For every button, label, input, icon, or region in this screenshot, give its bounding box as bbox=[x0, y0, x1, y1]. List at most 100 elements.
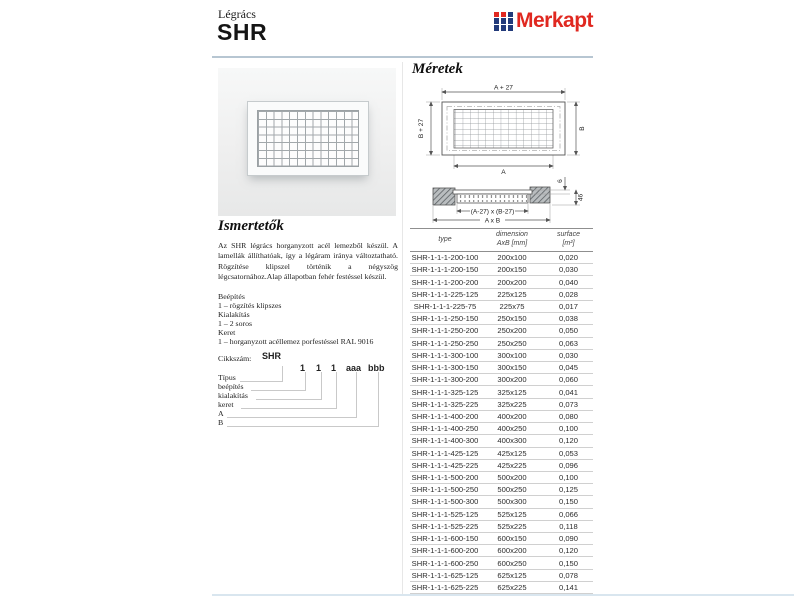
dimension-cell: 625x125 bbox=[497, 570, 527, 580]
dimension-cell: 500x300 bbox=[497, 497, 527, 507]
table-row: SHR-1-1-1-300-150 300x150 0,045 bbox=[410, 362, 593, 375]
type-cell: SHR-1-1-1-500-250 bbox=[411, 485, 479, 495]
dimension-cell: 625x225 bbox=[497, 583, 527, 593]
dimension-cell: 525x125 bbox=[497, 509, 527, 519]
front-view-diagram: A + 27 A B + 27 B bbox=[418, 85, 586, 176]
spec-line: 1 – rögzítés klipszes bbox=[218, 301, 282, 310]
dim-label-flange: 6 bbox=[557, 179, 564, 183]
type-cell: SHR-1-1-1-225-125 bbox=[411, 289, 479, 299]
dimension-cell: 525x225 bbox=[497, 521, 527, 531]
spec-line: Keret bbox=[218, 328, 236, 337]
dim-label-depth: 46 bbox=[578, 194, 585, 202]
legend-connector bbox=[227, 372, 357, 418]
table-row: SHR-1-1-1-325-125 325x125 0,041 bbox=[410, 386, 593, 399]
surface-cell: 0,080 bbox=[558, 411, 578, 421]
table-row: SHR-1-1-1-300-100 300x100 0,030 bbox=[410, 350, 593, 362]
type-cell: SHR-1-1-1-525-225 bbox=[411, 521, 479, 531]
grille-lamellae bbox=[257, 110, 359, 167]
product-title: SHR bbox=[217, 19, 268, 45]
table-row: SHR-1-1-1-425-125 425x125 0,053 bbox=[410, 448, 593, 460]
surface-cell: 0,028 bbox=[558, 289, 578, 299]
dimension-cell: 400x250 bbox=[497, 424, 527, 434]
type-cell: SHR-1-1-1-325-225 bbox=[411, 399, 479, 409]
table-row: SHR-1-1-1-200-150 200x150 0,030 bbox=[410, 264, 593, 277]
table-row: SHR-1-1-1-500-300 500x300 0,150 bbox=[410, 496, 593, 509]
dim-label-a27: A + 27 bbox=[494, 85, 513, 92]
header-dimension: dimension AxB [mm] bbox=[496, 231, 528, 247]
dimension-cell: 600x250 bbox=[497, 558, 527, 568]
legend-item: beépítés bbox=[218, 382, 244, 391]
table-row: SHR-1-1-1-600-250 600x250 0,150 bbox=[410, 557, 593, 570]
dimension-cell: 325x225 bbox=[497, 399, 527, 409]
legend-connector bbox=[241, 372, 337, 409]
table-row: SHR-1-1-1-400-200 400x200 0,080 bbox=[410, 411, 593, 424]
surface-cell: 0,053 bbox=[558, 448, 578, 458]
type-cell: SHR-1-1-1-250-150 bbox=[411, 314, 479, 324]
dimension-cell: 600x150 bbox=[497, 534, 527, 544]
legend-connector bbox=[240, 366, 283, 382]
order-code-prefix: SHR bbox=[262, 351, 282, 361]
type-cell: SHR-1-1-1-525-125 bbox=[411, 509, 479, 519]
surface-cell: 0,120 bbox=[558, 546, 578, 556]
order-code-label: Cikkszám: bbox=[218, 354, 252, 363]
section-view-diagram: 6 46 (A-27) x (B-27) A x B bbox=[432, 177, 585, 225]
dimension-cell: 400x200 bbox=[497, 411, 527, 421]
brand-logo: Merkapt bbox=[494, 9, 594, 33]
table-row: SHR-1-1-1-425-225 425x225 0,096 bbox=[410, 460, 593, 472]
surface-cell: 0,060 bbox=[558, 375, 578, 385]
surface-cell: 0,150 bbox=[558, 497, 578, 507]
type-cell: SHR-1-1-1-300-150 bbox=[411, 363, 479, 373]
dimension-cell: 300x200 bbox=[497, 375, 527, 385]
dim-label-outer: A x B bbox=[485, 218, 501, 225]
table-row: SHR-1-1-1-500-250 500x250 0,125 bbox=[410, 484, 593, 497]
legend-item: B bbox=[218, 418, 224, 427]
table-body: SHR-1-1-1-200-100 200x100 0,020 SHR-1-1-1-2… bbox=[410, 252, 593, 595]
dimension-cell: 425x225 bbox=[497, 460, 527, 470]
table-row: SHR-1-1-1-525-125 525x125 0,066 bbox=[410, 509, 593, 521]
dimension-cell: 500x250 bbox=[497, 485, 527, 495]
type-cell: SHR-1-1-1-600-200 bbox=[411, 546, 479, 556]
table-row: SHR-1-1-1-600-150 600x150 0,090 bbox=[410, 533, 593, 546]
table-row: SHR-1-1-1-225-125 225x125 0,028 bbox=[410, 289, 593, 301]
dimension-cell: 250x150 bbox=[497, 314, 527, 324]
table-row: SHR-1-1-1-300-200 300x200 0,060 bbox=[410, 374, 593, 387]
surface-cell: 0,066 bbox=[558, 509, 578, 519]
product-photo bbox=[218, 68, 396, 216]
type-cell: SHR-1-1-1-500-200 bbox=[411, 473, 479, 483]
table-row: SHR-1-1-1-250-250 250x250 0,063 bbox=[410, 338, 593, 350]
dimension-cell: 250x200 bbox=[497, 326, 527, 336]
type-cell: SHR-1-1-1-425-125 bbox=[411, 448, 479, 458]
table-row: SHR-1-1-1-625-225 625x225 0,141 bbox=[410, 582, 593, 595]
surface-cell: 0,030 bbox=[558, 350, 578, 360]
header-surface: surface [m²] bbox=[557, 231, 580, 247]
dimension-cell: 225x125 bbox=[497, 289, 527, 299]
surface-cell: 0,100 bbox=[558, 473, 578, 483]
dimension-cell: 600x200 bbox=[497, 546, 527, 556]
type-cell: SHR-1-1-1-200-150 bbox=[411, 265, 479, 275]
type-cell: SHR-1-1-1-425-225 bbox=[411, 460, 479, 470]
category-title: Légrács bbox=[218, 7, 256, 21]
spec-list: Beépítés 1 – rögzítés klipszes Kialakítás 1… bbox=[218, 292, 398, 346]
dimension-cell: 250x250 bbox=[497, 338, 527, 348]
table-row: SHR-1-1-1-400-250 400x250 0,100 bbox=[410, 423, 593, 436]
surface-cell: 0,041 bbox=[558, 387, 578, 397]
surface-cell: 0,038 bbox=[558, 314, 578, 324]
type-cell: SHR-1-1-1-200-100 bbox=[411, 253, 479, 263]
surface-cell: 0,045 bbox=[558, 363, 578, 373]
legend-item: kialakítás bbox=[218, 391, 248, 400]
order-code: bbb bbox=[368, 363, 385, 373]
spec-line: 1 – horganyzott acéllemez porfestéssel R… bbox=[218, 337, 374, 346]
dim-label-inner: (A-27) x (B-27) bbox=[471, 209, 515, 216]
order-code: 1 bbox=[300, 363, 306, 373]
dimension-cell: 225x75 bbox=[499, 301, 525, 311]
grille-image bbox=[247, 101, 369, 176]
surface-cell: 0,078 bbox=[558, 570, 578, 580]
type-cell: SHR-1-1-1-625-125 bbox=[411, 570, 479, 580]
surface-cell: 0,017 bbox=[558, 301, 578, 311]
table-row: SHR-1-1-1-400-300 400x300 0,120 bbox=[410, 435, 593, 448]
order-code: aaa bbox=[346, 363, 362, 373]
type-cell: SHR-1-1-1-300-200 bbox=[411, 375, 479, 385]
type-cell: SHR-1-1-1-600-250 bbox=[411, 558, 479, 568]
header-type: type bbox=[438, 235, 452, 243]
